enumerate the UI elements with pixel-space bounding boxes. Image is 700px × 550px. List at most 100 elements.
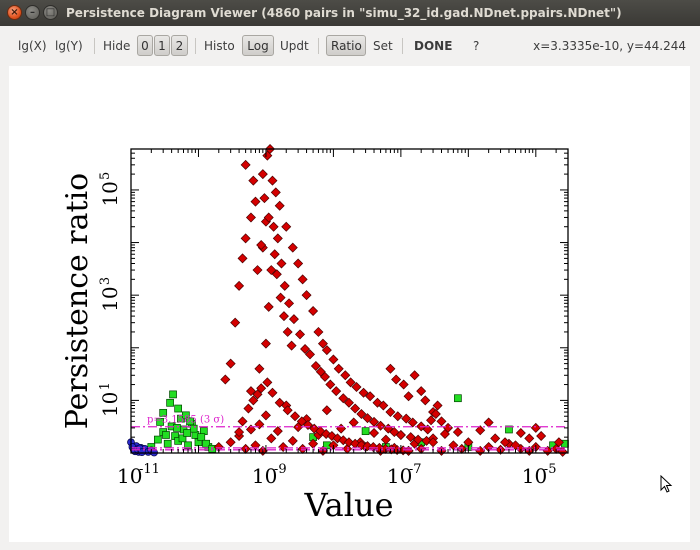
- help-button[interactable]: ?: [473, 39, 480, 53]
- red-diamond-point: [401, 413, 412, 424]
- red-diamond-point: [436, 416, 447, 427]
- red-diamond-point: [321, 345, 332, 356]
- red-diamond-point: [536, 431, 547, 442]
- red-diamond-point: [257, 169, 268, 180]
- log-toggle-button[interactable]: Log: [242, 35, 274, 56]
- y-tick-label: 10: [98, 392, 122, 417]
- red-diamond-point: [248, 395, 259, 406]
- red-diamond-point: [380, 434, 391, 445]
- histo-button[interactable]: Histo: [204, 39, 235, 53]
- red-diamond-point: [319, 371, 330, 382]
- red-diamond-point: [271, 269, 282, 280]
- red-diamond-point: [321, 405, 332, 416]
- red-diamond-point: [343, 397, 354, 408]
- red-diamond-point: [385, 407, 396, 418]
- x-tick-label-exponent: -7: [409, 462, 422, 477]
- x-tick-label: 10: [522, 464, 547, 488]
- cursor-coordinates: x=3.3335e-10, y=44.244: [533, 39, 686, 53]
- red-diamond-point: [282, 326, 293, 337]
- red-diamond-point: [333, 363, 344, 374]
- y-tick-label: 10: [98, 181, 122, 206]
- red-diamond-point: [240, 159, 251, 170]
- ticks-layer: [130, 148, 568, 454]
- green-square-point: [178, 434, 187, 443]
- red-diamond-point: [392, 411, 403, 422]
- hide-2-button[interactable]: 2: [171, 35, 188, 56]
- y-axis-label: Persistence ratio: [60, 173, 95, 429]
- green-square-point: [162, 431, 170, 439]
- hide-1-button[interactable]: 1: [154, 35, 170, 56]
- update-button[interactable]: Updt: [280, 39, 309, 53]
- red-diamond-point: [272, 233, 283, 244]
- red-diamond-point: [409, 370, 420, 381]
- red-diamond-point: [340, 370, 351, 381]
- green-square-point: [454, 394, 462, 403]
- ratio-toggle-button[interactable]: Ratio: [326, 35, 366, 56]
- red-diamond-point: [262, 150, 273, 161]
- red-diamond-point: [365, 391, 376, 402]
- red-diamond-point: [300, 343, 311, 354]
- red-diamond-point: [297, 274, 308, 285]
- threshold-lines-layer: [131, 426, 568, 451]
- red-diamond-point: [483, 417, 494, 428]
- x-tick-label-exponent: -5: [544, 462, 557, 477]
- red-diamond-point: [378, 400, 389, 411]
- red-diamond-point: [220, 374, 231, 385]
- y-tick-label: 10: [98, 286, 122, 311]
- red-diamond-point: [287, 242, 298, 253]
- threshold-label: p=3.1585 (3 σ): [147, 415, 224, 426]
- red-diamond-point: [282, 405, 293, 416]
- red-diamond-point: [269, 249, 280, 260]
- lgx-button[interactable]: lg(X): [18, 39, 47, 53]
- red-diamond-point: [254, 363, 265, 374]
- plot-frame: [130, 148, 569, 454]
- red-diamond-point: [287, 435, 298, 446]
- x-tick-label-exponent: -11: [139, 462, 160, 477]
- red-diamond-point: [225, 437, 236, 448]
- red-diamond-point: [267, 175, 278, 186]
- green-square-point: [181, 411, 190, 420]
- green-square-point: [361, 427, 370, 436]
- red-diamond-point: [328, 354, 339, 365]
- hide-0-button[interactable]: 0: [137, 35, 153, 56]
- window-maximize-button[interactable]: □: [43, 5, 58, 20]
- red-diamond-point: [385, 363, 396, 374]
- red-diamond-point: [305, 349, 316, 360]
- green-square-point: [505, 425, 513, 434]
- window-close-button[interactable]: ×: [7, 5, 22, 20]
- red-diamond-point: [234, 280, 245, 291]
- window-minimize-button[interactable]: –: [25, 5, 40, 20]
- red-diamond-point: [405, 432, 416, 443]
- green-square-point: [166, 398, 174, 407]
- red-diamond-point: [245, 386, 256, 397]
- red-diamond-point: [263, 212, 274, 223]
- green-square-point: [159, 408, 168, 417]
- red-diamond-point: [297, 443, 308, 454]
- red-diamond-point: [416, 386, 427, 397]
- red-diamond-point: [281, 221, 292, 232]
- done-button[interactable]: DONE: [414, 39, 453, 53]
- red-diamond-point: [262, 377, 273, 388]
- red-diamond-point: [452, 427, 463, 438]
- red-diamond-point: [278, 311, 289, 322]
- x-axis-label: Value: [303, 486, 393, 524]
- red-diamond-point: [308, 306, 319, 316]
- red-diamond-point: [336, 423, 347, 434]
- red-diamond-point: [256, 239, 267, 250]
- green-square-point: [202, 439, 211, 448]
- red-diamond-point: [432, 400, 443, 411]
- green-square-point: [169, 390, 177, 399]
- title-bar: × – □ Persistence Diagram Viewer (4860 p…: [0, 0, 700, 26]
- set-button[interactable]: Set: [373, 39, 393, 53]
- lgy-button[interactable]: lg(Y): [55, 39, 83, 53]
- red-diamond-point: [313, 326, 324, 337]
- green-square-point: [183, 429, 192, 437]
- red-diamond-point: [439, 428, 450, 439]
- red-diamond-point: [391, 374, 402, 385]
- points-layer: [127, 144, 569, 457]
- red-diamond-point: [266, 433, 277, 444]
- plot-canvas[interactable]: 10 -11 10 -9 10 -7 10 -5 10 1 10 3 10 5 Value Persist…: [9, 66, 690, 542]
